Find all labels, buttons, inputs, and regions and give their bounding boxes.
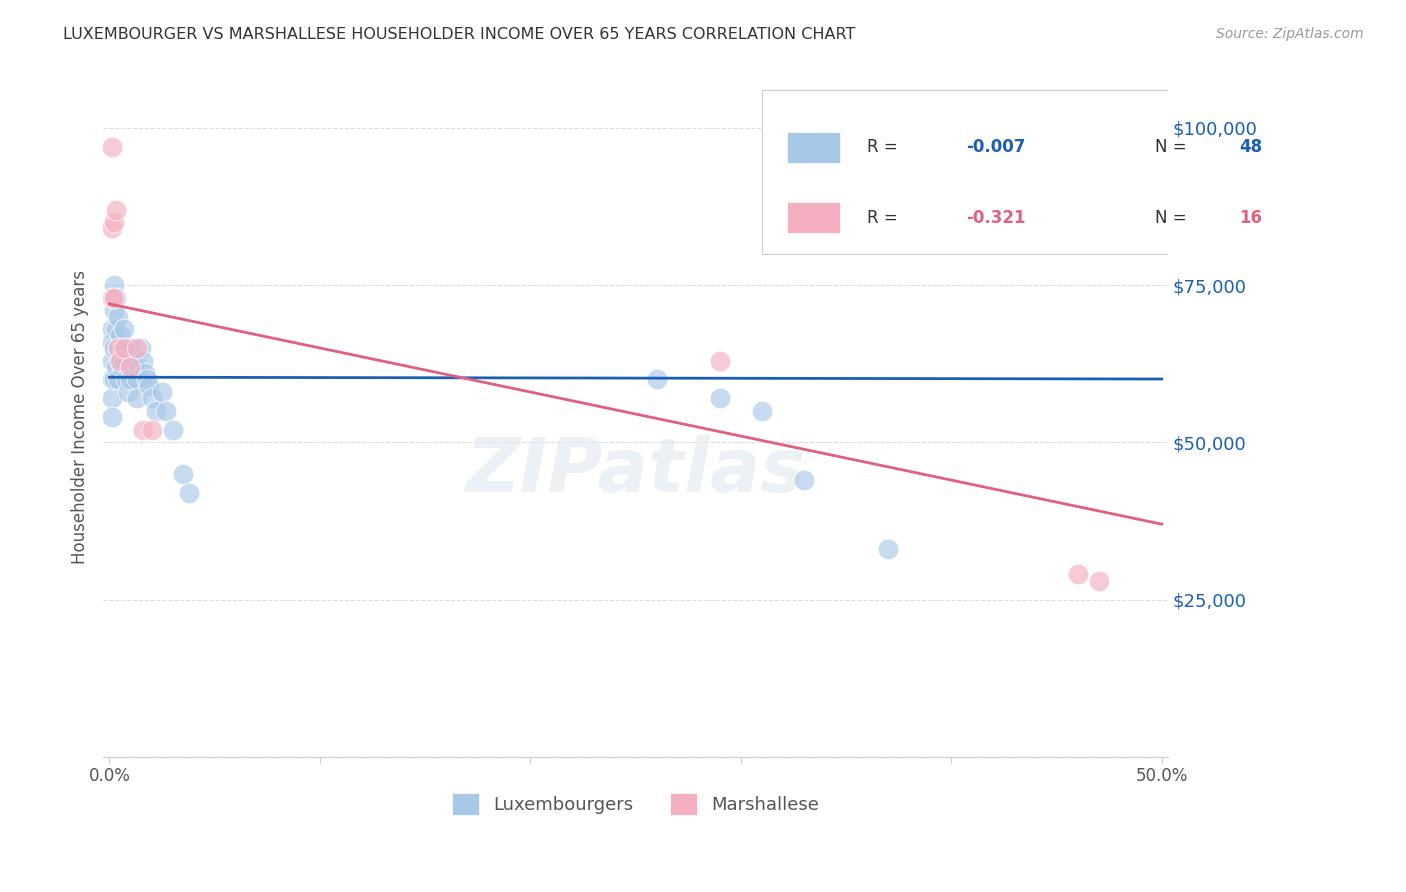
Point: [103, 341, 125, 355]
Point: [104, 322, 127, 336]
Text: Source: ZipAtlas.com: Source: ZipAtlas.com: [1216, 27, 1364, 41]
Point: [115, 341, 138, 355]
Point: [104, 202, 127, 217]
Point: [125, 372, 148, 386]
Point: [108, 328, 131, 343]
Point: [138, 378, 160, 392]
Point: [107, 310, 129, 324]
Point: [132, 423, 155, 437]
Text: R =: R =: [868, 138, 903, 156]
Point: [107, 372, 129, 386]
Point: [104, 359, 127, 374]
Point: [125, 392, 148, 406]
Point: [103, 372, 125, 386]
Point: [751, 404, 773, 418]
Point: [124, 353, 146, 368]
Point: [1066, 567, 1088, 582]
Point: [100, 139, 122, 153]
Point: [107, 341, 129, 355]
Text: N =: N =: [1156, 209, 1192, 227]
Point: [103, 291, 125, 305]
Point: [100, 291, 122, 305]
Y-axis label: Householder Income Over 65 years: Householder Income Over 65 years: [72, 270, 89, 565]
Point: [111, 359, 134, 374]
Text: LUXEMBOURGER VS MARSHALLESE HOUSEHOLDER INCOME OVER 65 YEARS CORRELATION CHART: LUXEMBOURGER VS MARSHALLESE HOUSEHOLDER …: [63, 27, 856, 42]
Point: [108, 353, 131, 368]
Bar: [787, 202, 839, 234]
Text: ZIPatlas: ZIPatlas: [465, 435, 806, 508]
Bar: [787, 131, 839, 163]
Point: [120, 341, 142, 355]
Point: [129, 341, 152, 355]
Point: [100, 372, 122, 386]
Point: [645, 372, 668, 386]
Point: [100, 353, 122, 368]
Point: [709, 353, 731, 368]
Point: [150, 384, 173, 399]
Text: -0.007: -0.007: [966, 138, 1025, 156]
Text: N =: N =: [1156, 138, 1192, 156]
Point: [107, 341, 129, 355]
Point: [103, 303, 125, 318]
Point: [141, 423, 163, 437]
Text: 48: 48: [1240, 138, 1263, 156]
Point: [134, 366, 156, 380]
Point: [100, 410, 122, 425]
Point: [111, 341, 134, 355]
Point: [121, 359, 143, 374]
Text: -0.321: -0.321: [966, 209, 1025, 227]
Point: [141, 392, 163, 406]
Point: [132, 353, 155, 368]
Point: [709, 392, 731, 406]
Point: [162, 423, 184, 437]
Point: [112, 322, 135, 336]
Point: [120, 359, 142, 374]
Point: [100, 392, 122, 406]
Point: [125, 341, 148, 355]
Point: [108, 353, 131, 368]
Point: [793, 473, 815, 487]
Point: [179, 485, 201, 500]
Legend: Luxembourgers, Marshallese: Luxembourgers, Marshallese: [444, 786, 827, 822]
Point: [100, 322, 122, 336]
Point: [145, 404, 167, 418]
Point: [104, 291, 127, 305]
Point: [120, 372, 142, 386]
Point: [100, 221, 122, 235]
Point: [112, 353, 135, 368]
Point: [1087, 574, 1109, 588]
Point: [115, 372, 138, 386]
Point: [100, 334, 122, 349]
Point: [117, 384, 139, 399]
Point: [136, 372, 159, 386]
Point: [112, 341, 135, 355]
Point: [155, 404, 177, 418]
Text: 16: 16: [1240, 209, 1263, 227]
Point: [172, 467, 194, 481]
Point: [877, 542, 900, 557]
FancyBboxPatch shape: [762, 90, 1406, 253]
Point: [103, 215, 125, 229]
Text: R =: R =: [868, 209, 903, 227]
Point: [103, 278, 125, 293]
